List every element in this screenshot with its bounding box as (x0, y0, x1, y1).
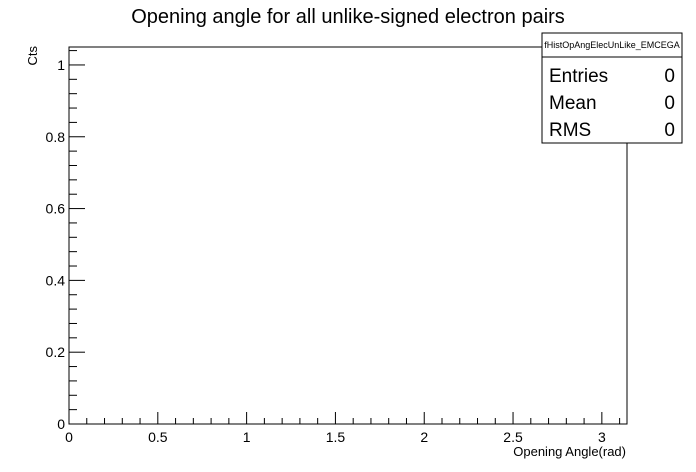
stats-mean-value: 0 (664, 93, 675, 114)
y-tick-label: 0.2 (46, 344, 66, 360)
x-axis: 0 0.5 1 1.5 2 2.5 3 (65, 412, 621, 445)
x-tick-label: 2 (420, 429, 428, 445)
y-tick-label: 1 (57, 57, 65, 73)
x-tick-label: 1.5 (326, 429, 346, 445)
stats-box-name: fHistOpAngElecUnLike_EMCEGA (544, 40, 680, 50)
y-tick-label: 0.4 (46, 272, 66, 288)
stats-entries-value: 0 (664, 66, 675, 87)
x-tick-label: 0 (65, 429, 73, 445)
plot-frame (68, 46, 628, 425)
stats-entries-label: Entries (549, 66, 608, 87)
stats-rms-value: 0 (664, 120, 675, 141)
chart-title: Opening angle for all unlike-signed elec… (131, 6, 565, 28)
y-axis: 0 0.2 0.4 0.6 0.8 1 (46, 50, 85, 432)
stats-mean-label: Mean (549, 93, 597, 114)
stats-box: fHistOpAngElecUnLike_EMCEGA Entries 0 Me… (541, 32, 683, 144)
stats-rms-label: RMS (549, 120, 591, 141)
y-tick-label: 0 (57, 416, 65, 432)
stats-box-frame (541, 32, 683, 144)
x-tick-label: 2.5 (503, 429, 523, 445)
y-tick-label: 0.8 (46, 129, 66, 145)
x-tick-label: 0.5 (148, 429, 168, 445)
y-tick-label: 0.6 (46, 201, 66, 217)
x-tick-label: 3 (598, 429, 606, 445)
x-tick-label: 1 (243, 429, 251, 445)
y-axis-title: Cts (25, 46, 40, 66)
x-axis-title: Opening Angle(rad) (513, 444, 626, 459)
